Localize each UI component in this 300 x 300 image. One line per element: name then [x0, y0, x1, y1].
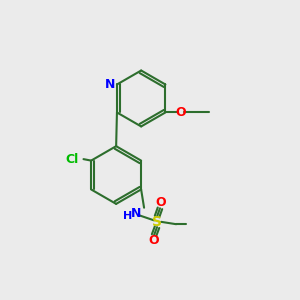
Text: S: S: [152, 215, 162, 229]
Text: O: O: [176, 106, 186, 119]
Text: Cl: Cl: [65, 153, 79, 166]
Text: O: O: [155, 196, 166, 209]
Text: N: N: [105, 78, 116, 91]
Text: N: N: [130, 206, 141, 220]
Text: H: H: [123, 211, 132, 221]
Text: O: O: [148, 235, 158, 248]
